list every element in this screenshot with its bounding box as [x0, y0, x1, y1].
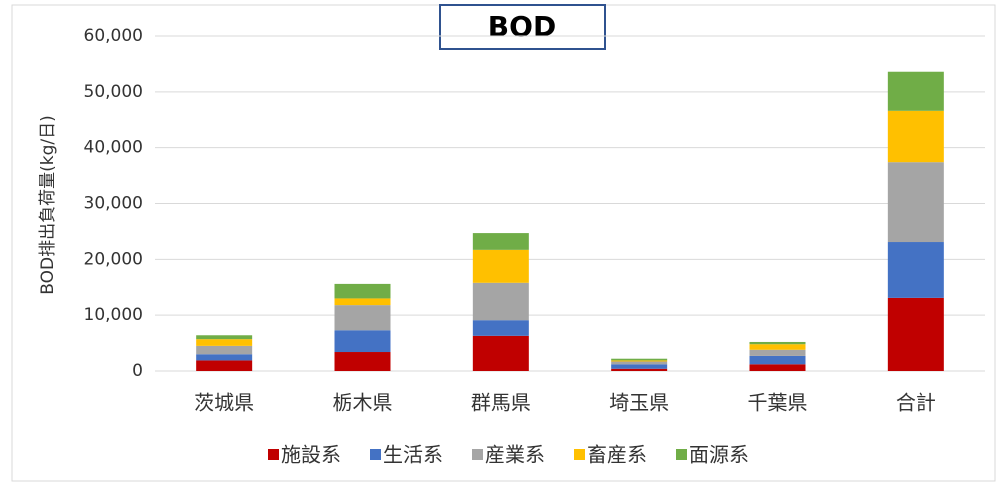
legend-swatch: [472, 449, 483, 460]
bar-segment: [749, 344, 806, 350]
legend-swatch: [676, 449, 687, 460]
x-tick-label: 群馬県: [471, 391, 531, 415]
y-axis-label: BOD排出負荷量(kg/日): [38, 115, 58, 294]
legend-swatch: [268, 449, 279, 460]
legend-label: 面源系: [689, 443, 749, 467]
bar-segment: [472, 249, 529, 283]
bar-segment: [887, 71, 944, 111]
bar-segment: [887, 242, 944, 298]
legend-swatch: [370, 449, 381, 460]
y-tick-label: 30,000: [84, 194, 143, 214]
bar-segment: [196, 345, 253, 355]
x-tick-label: 栃木県: [333, 391, 393, 415]
bar-segment: [472, 320, 529, 336]
bar-segment: [334, 298, 391, 306]
title-box: [439, 4, 606, 50]
bar-segment: [196, 360, 253, 371]
bar-segment: [196, 354, 253, 361]
x-tick-label: 千葉県: [748, 391, 808, 415]
bar-segment: [611, 364, 668, 369]
bar-segment: [472, 282, 529, 321]
bar-segment: [196, 335, 253, 340]
legend-label: 生活系: [383, 443, 443, 467]
bar-segment: [334, 330, 391, 353]
y-tick-label: 10,000: [84, 305, 143, 325]
legend-label: 産業系: [485, 443, 545, 467]
x-tick-label: 合計: [896, 391, 936, 415]
x-tick-label: 茨城県: [194, 391, 254, 415]
bar-segment: [334, 305, 391, 331]
bar-segment: [749, 364, 806, 371]
bar-segment: [611, 361, 668, 365]
y-tick-label: 40,000: [84, 138, 143, 158]
legend-label: 畜産系: [587, 443, 647, 467]
bar-segment: [472, 335, 529, 371]
y-tick-label: 0: [132, 361, 143, 381]
bar-segment: [611, 360, 668, 362]
bar-segment: [749, 349, 806, 356]
bar-segment: [887, 110, 944, 163]
y-tick-label: 50,000: [84, 82, 143, 102]
y-tick-label: 20,000: [84, 249, 143, 269]
bar-segment: [472, 233, 529, 250]
bar-segment: [887, 297, 944, 371]
y-tick-label: 60,000: [84, 26, 143, 46]
bar-segment: [749, 355, 806, 365]
bar-segment: [749, 341, 806, 345]
legend-swatch: [574, 449, 585, 460]
x-tick-label: 埼玉県: [609, 391, 669, 415]
bar-segment: [334, 352, 391, 371]
bar-segment: [611, 368, 668, 371]
bar-segment: [887, 162, 944, 243]
bar-segment: [196, 339, 253, 346]
legend-label: 施設系: [281, 443, 341, 467]
bar-segment: [334, 283, 391, 299]
chart-title: BOD: [488, 10, 556, 43]
bar-segment: [611, 358, 668, 361]
